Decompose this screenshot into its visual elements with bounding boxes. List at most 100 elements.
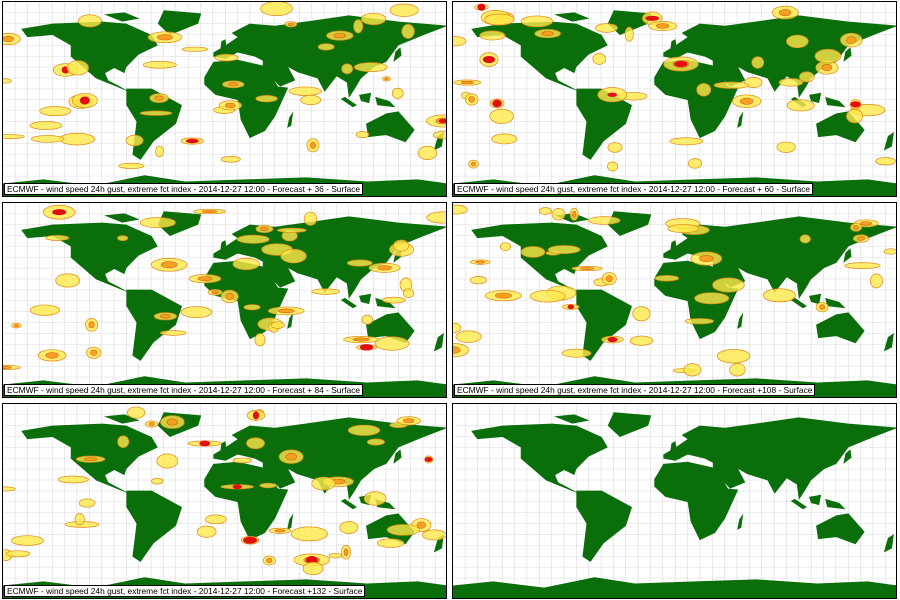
gust-area bbox=[814, 48, 842, 64]
gust-area bbox=[346, 259, 373, 267]
gust-area bbox=[361, 314, 374, 325]
gust-core bbox=[148, 422, 155, 426]
gust-area bbox=[538, 207, 552, 215]
gust-area bbox=[255, 95, 278, 103]
gust-core bbox=[309, 141, 316, 149]
gust-area bbox=[667, 224, 700, 233]
gust-area bbox=[139, 110, 173, 116]
gust-area bbox=[376, 538, 405, 548]
world-map bbox=[453, 404, 896, 598]
gust-core bbox=[154, 95, 164, 101]
world-map bbox=[453, 203, 896, 397]
gust-area bbox=[489, 108, 514, 124]
gust-area bbox=[846, 109, 864, 124]
gust-area bbox=[432, 130, 446, 140]
gust-core bbox=[277, 308, 295, 314]
gust-core bbox=[579, 267, 595, 270]
map-panel: ECMWF - wind speed 24h gust, extreme fct… bbox=[2, 1, 447, 197]
gust-area bbox=[417, 145, 438, 160]
gust-core bbox=[197, 276, 213, 281]
world-map bbox=[3, 2, 446, 196]
gust-core bbox=[860, 221, 872, 226]
gust-core bbox=[288, 22, 294, 26]
gust-area bbox=[422, 529, 446, 541]
gust-area bbox=[629, 335, 654, 346]
gust-peak bbox=[438, 118, 446, 124]
gust-area bbox=[696, 83, 712, 97]
gust-area bbox=[59, 132, 96, 146]
gust-core bbox=[45, 352, 59, 359]
map-panel: ECMWF - wind speed 24h gust, extreme fct… bbox=[452, 1, 897, 197]
gust-area bbox=[595, 23, 618, 33]
gust-core bbox=[572, 210, 577, 218]
gust-area bbox=[453, 35, 467, 47]
gust-area bbox=[499, 242, 512, 252]
gust-area bbox=[529, 289, 566, 303]
gust-area bbox=[260, 2, 293, 16]
gust-core bbox=[343, 548, 349, 556]
gust-area bbox=[181, 46, 209, 52]
gust-contours bbox=[453, 204, 896, 377]
gust-area bbox=[45, 234, 70, 241]
gust-core bbox=[88, 321, 95, 329]
gust-area bbox=[243, 304, 261, 311]
gust-peak bbox=[79, 96, 90, 105]
gust-area bbox=[246, 437, 265, 450]
gust-contours bbox=[3, 406, 446, 576]
gust-area bbox=[607, 142, 623, 153]
gust-core bbox=[495, 292, 512, 299]
gust-area bbox=[520, 15, 554, 28]
gust-area bbox=[39, 106, 72, 117]
gust-core bbox=[225, 102, 236, 108]
gust-area bbox=[694, 292, 730, 305]
world-map bbox=[3, 404, 446, 598]
gust-area bbox=[11, 535, 45, 546]
gust-core bbox=[166, 418, 179, 426]
gust-area bbox=[196, 525, 217, 538]
panel-caption: ECMWF - wind speed 24h gust, extreme fct… bbox=[4, 585, 366, 597]
gust-core bbox=[453, 346, 461, 354]
gust-area bbox=[363, 491, 387, 506]
gust-area bbox=[214, 53, 239, 62]
gust-area bbox=[360, 12, 387, 26]
gust-area bbox=[547, 245, 581, 255]
gust-peak bbox=[185, 138, 199, 144]
gust-area bbox=[232, 457, 253, 464]
gust-area bbox=[29, 121, 63, 130]
gust-peak bbox=[252, 411, 260, 420]
gust-area bbox=[669, 137, 704, 146]
gust-area bbox=[353, 62, 388, 73]
map-panel: ECMWF - wind speed 24h gust, extreme fct… bbox=[2, 403, 447, 599]
gust-area bbox=[716, 349, 751, 364]
gust-peak bbox=[243, 536, 258, 544]
gust-core bbox=[468, 96, 475, 103]
panel-caption: ECMWF - wind speed 24h gust, extreme fct… bbox=[454, 384, 816, 396]
gust-peak bbox=[645, 15, 660, 21]
gust-area bbox=[561, 348, 592, 358]
gust-peak bbox=[424, 456, 433, 462]
gust-peak bbox=[674, 61, 688, 67]
gust-area bbox=[366, 438, 385, 446]
gust-area bbox=[632, 306, 651, 322]
gust-area bbox=[30, 135, 65, 143]
gust-area bbox=[491, 133, 518, 145]
gust-area bbox=[713, 81, 750, 89]
gust-area bbox=[453, 322, 462, 333]
gust-core bbox=[470, 161, 476, 167]
gust-core bbox=[3, 366, 12, 369]
gust-area bbox=[453, 343, 469, 358]
gust-area bbox=[142, 60, 177, 69]
gust-area bbox=[883, 248, 896, 255]
gust-area bbox=[117, 435, 130, 449]
gust-core bbox=[656, 23, 670, 29]
gust-core bbox=[819, 304, 826, 310]
gust-area bbox=[3, 78, 12, 84]
gust-peak bbox=[305, 555, 318, 564]
gust-peak bbox=[52, 209, 67, 216]
gust-area bbox=[592, 53, 606, 65]
gust-area bbox=[762, 288, 796, 303]
gust-area bbox=[220, 156, 241, 163]
gust-area bbox=[341, 63, 354, 75]
gust-area bbox=[78, 498, 96, 508]
gust-area bbox=[180, 306, 213, 319]
